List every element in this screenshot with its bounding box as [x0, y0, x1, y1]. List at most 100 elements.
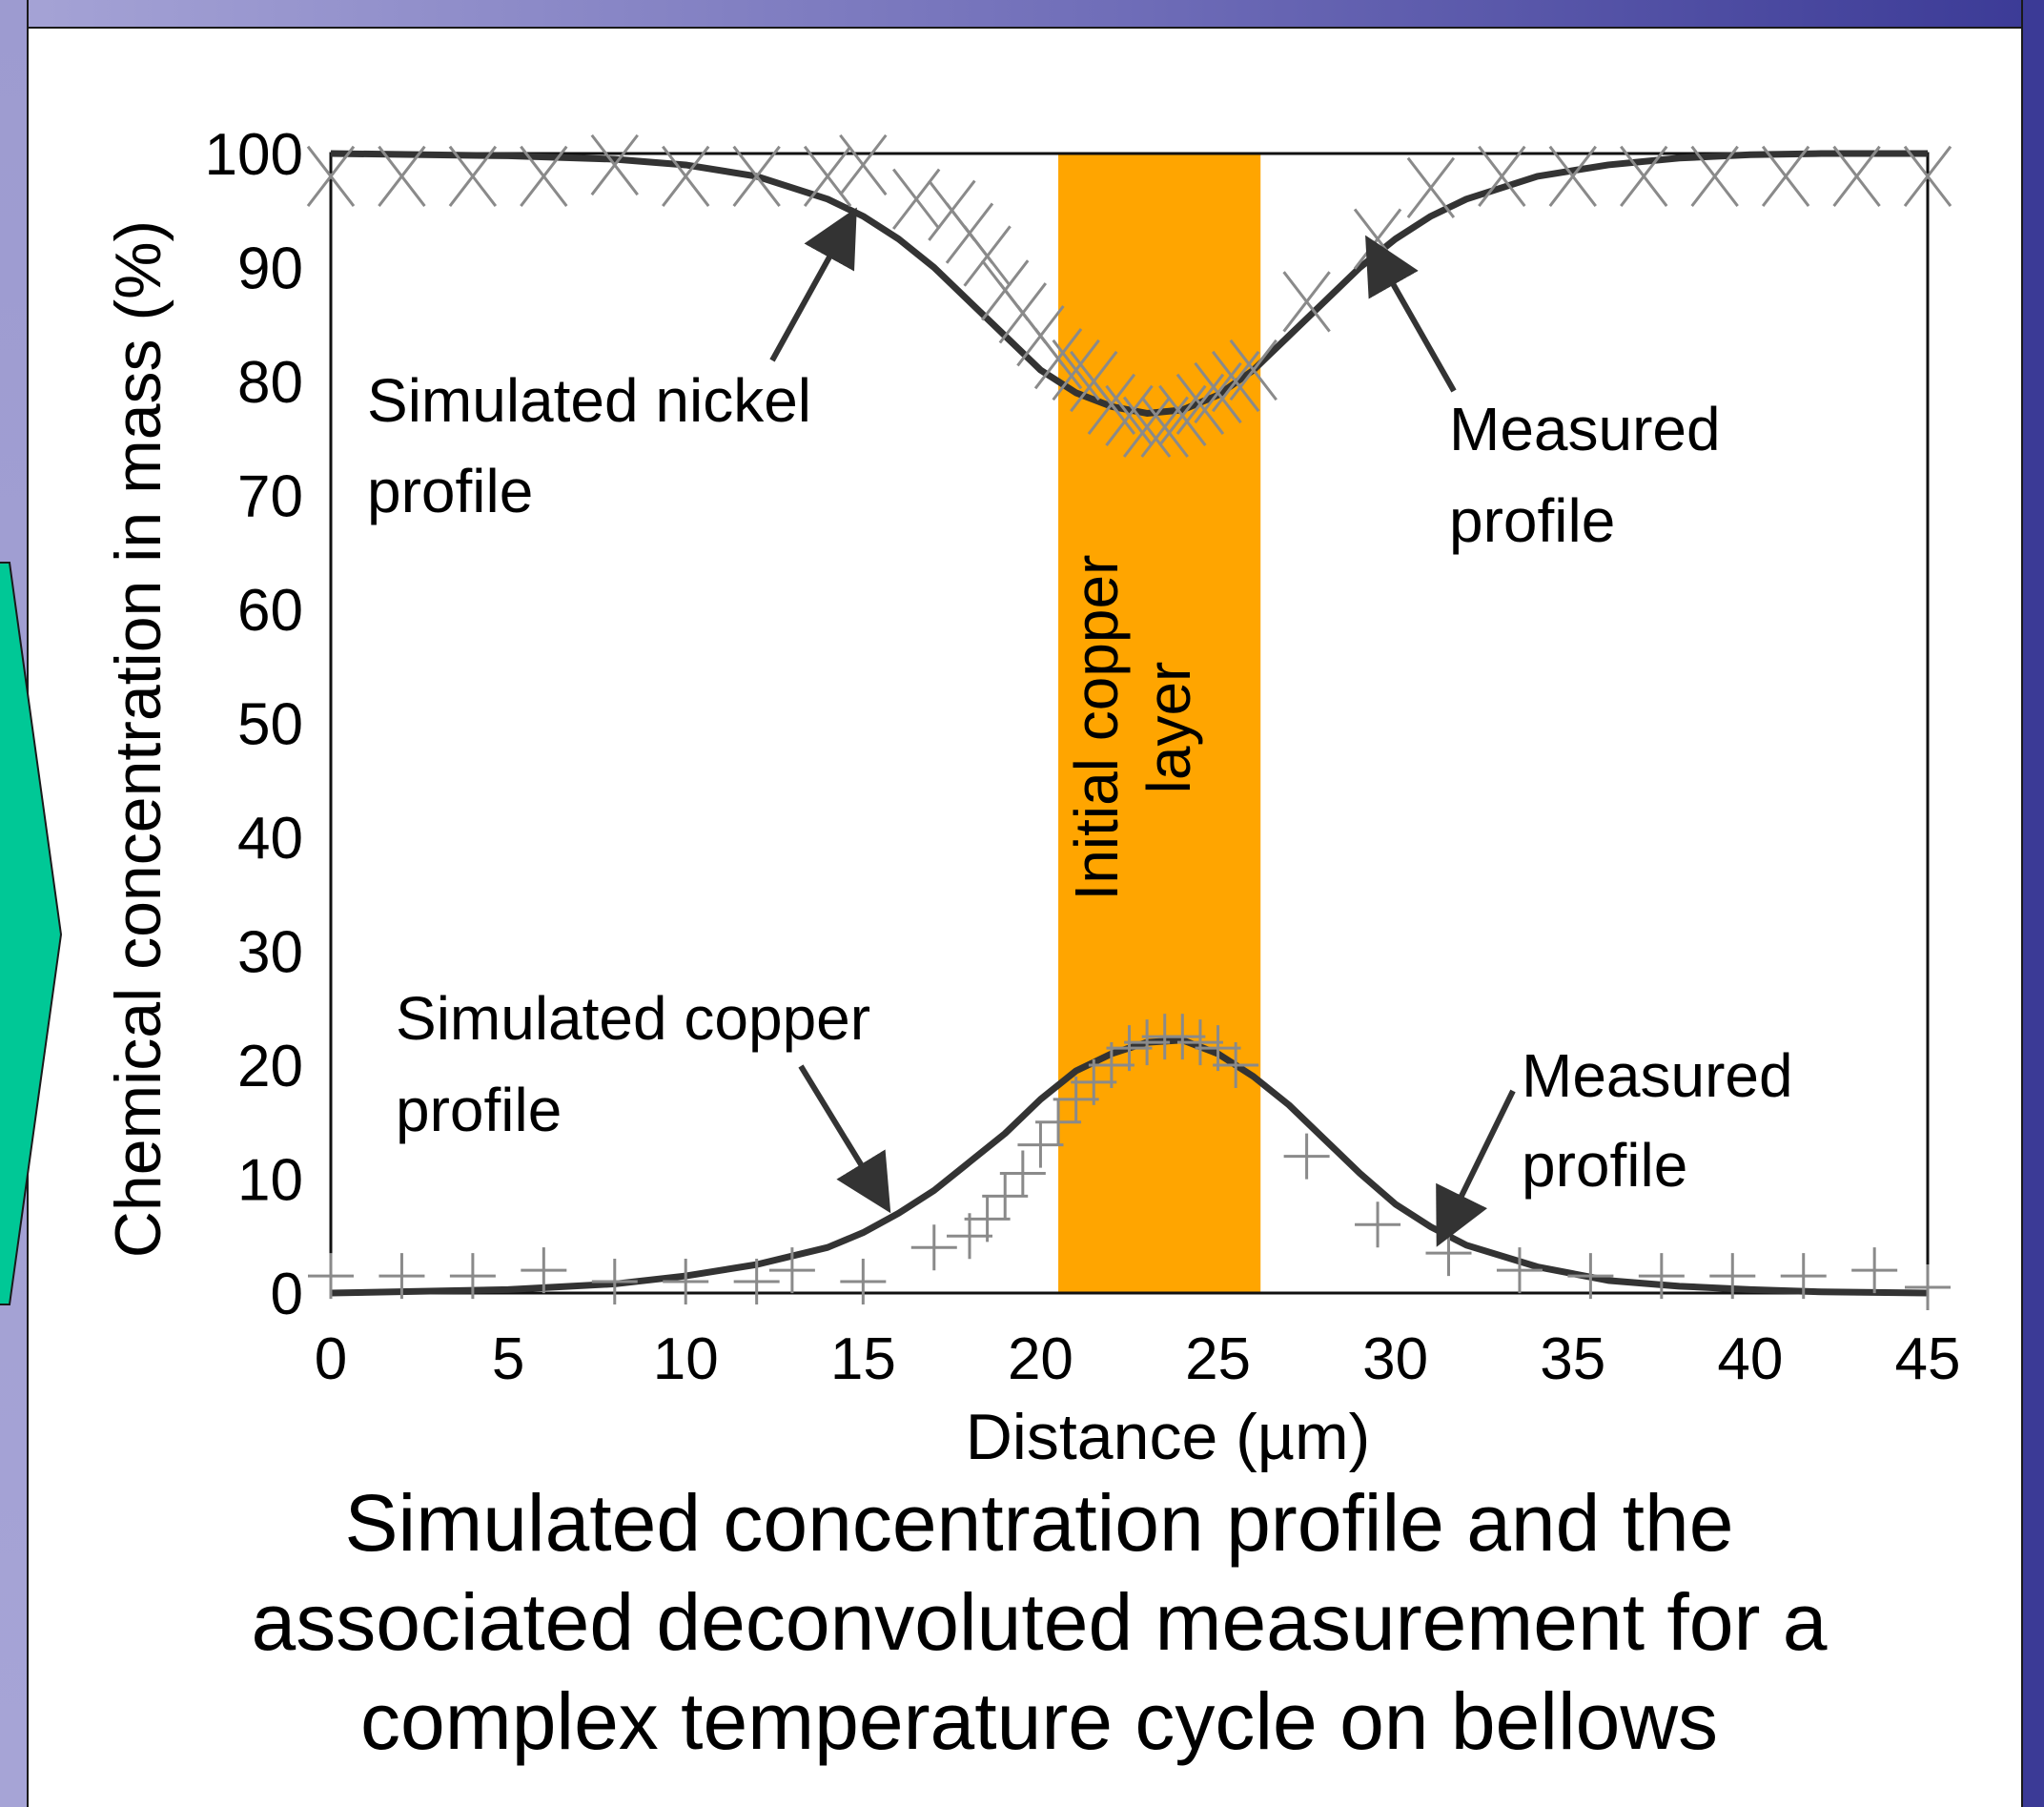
series-3-point-26 [1283, 1133, 1330, 1180]
annotation-meas-nickel-line2: profile [1449, 486, 1615, 555]
series-3-point-9 [910, 1224, 957, 1271]
annotation-sim-nickel-line1: Simulated nickel [367, 366, 811, 435]
y-tick-label-60: 60 [237, 578, 303, 644]
series-1-point-34 [1690, 145, 1739, 208]
x-tick-label-0: 0 [315, 1326, 347, 1392]
series-3-point-30 [1567, 1253, 1614, 1300]
series-3-point-6 [733, 1259, 780, 1305]
series-3-point-14 [1017, 1121, 1064, 1168]
series-3-point-22 [1159, 1014, 1206, 1060]
series-3-point-27 [1355, 1201, 1401, 1248]
chart: 0 5 10 15 20 25 30 35 40 45 0 10 20 30 40 50 60 70 80 90 100… [0, 122, 1961, 1473]
x-tick-label-35: 35 [1540, 1326, 1605, 1392]
series-3-point-15 [1035, 1099, 1082, 1145]
series-1-point-0 [306, 145, 356, 208]
band-label-line2: layer [1134, 662, 1203, 794]
series-line-0 [330, 150, 1928, 417]
x-tick-label-10: 10 [653, 1326, 719, 1392]
y-tick-label-50: 50 [237, 692, 303, 758]
series-1-point-9 [891, 168, 941, 230]
series-1-point-32 [1548, 145, 1597, 208]
green-arrow-shape [0, 562, 63, 1305]
series-1-point-4 [590, 133, 639, 196]
series-1-point-24 [1175, 373, 1225, 436]
series-3-point-1 [378, 1253, 425, 1300]
figure-caption: Simulated concentration profile and the … [57, 1473, 2021, 1771]
series-1-point-28 [1282, 271, 1331, 333]
series-3-point-0 [308, 1253, 354, 1300]
series-1-point-20 [1105, 384, 1154, 446]
x-tick-label-30: 30 [1362, 1326, 1428, 1392]
series-1-point-30 [1406, 156, 1456, 218]
y-axis-label: Chemical concentration in mass (%) [102, 220, 174, 1258]
series-1-point-16 [1033, 327, 1083, 390]
y-tick-label-80: 80 [237, 350, 303, 416]
series-3-point-3 [521, 1247, 567, 1294]
series-layer [306, 133, 1952, 1311]
series-1-point-21 [1122, 396, 1172, 458]
series-1-point-5 [662, 145, 710, 208]
top-decor-band [0, 0, 2044, 29]
series-1-point-27 [1229, 339, 1278, 401]
series-1-point-35 [1761, 145, 1810, 208]
plot-frame [329, 152, 1930, 1295]
series-3-point-34 [1851, 1247, 1898, 1294]
y-tick-label-90: 90 [237, 236, 303, 302]
series-3-point-8 [840, 1259, 887, 1305]
series-1-point-17 [1052, 339, 1100, 401]
series-1-point-25 [1194, 361, 1242, 424]
x-tick-label-20: 20 [1008, 1326, 1073, 1392]
band-label-line1: Initial copper [1062, 555, 1131, 901]
series-1-point-23 [1158, 384, 1207, 446]
y-tick-label-40: 40 [237, 806, 303, 872]
series-1-point-3 [520, 145, 568, 208]
series-3-point-10 [947, 1213, 992, 1260]
annotation-meas-copper-line2: profile [1522, 1131, 1687, 1200]
series-1-point-33 [1620, 145, 1668, 208]
panel-border [29, 27, 2021, 29]
series-3-point-33 [1780, 1253, 1827, 1300]
x-tick-label-45: 45 [1895, 1326, 1961, 1392]
series-3-point-28 [1425, 1230, 1472, 1277]
annotation-arrow-sim-copper [798, 1064, 891, 1214]
x-axis-label: Distance (µm) [966, 1401, 1371, 1473]
series-3-point-7 [768, 1247, 815, 1294]
series-1-point-6 [732, 145, 781, 208]
series-3-point-4 [591, 1259, 638, 1305]
x-tick-label-40: 40 [1717, 1326, 1783, 1392]
series-1-point-12 [963, 225, 1012, 287]
series-3-point-20 [1124, 1019, 1171, 1066]
ticks-layer: 0 5 10 15 20 25 30 35 40 45 0 10 20 30 40 50 60 70 80 90 100 [205, 122, 1961, 1392]
annotation-sim-copper-line2: profile [396, 1076, 562, 1144]
series-1-point-1 [378, 145, 426, 208]
series-3-point-19 [1106, 1025, 1153, 1072]
series-1-point-2 [448, 145, 498, 208]
y-tick-label-100: 100 [205, 122, 303, 188]
y-tick-label-30: 30 [237, 920, 303, 986]
series-1-point-36 [1832, 145, 1881, 208]
series-3-point-31 [1638, 1253, 1685, 1300]
series-3-point-16 [1053, 1076, 1099, 1122]
series-1-point-31 [1478, 145, 1526, 208]
series-1-point-22 [1140, 396, 1189, 458]
series-3-point-17 [1071, 1058, 1117, 1105]
series-3-point-35 [1905, 1264, 1951, 1311]
series-3-point-12 [982, 1173, 1029, 1220]
x-tick-label-5: 5 [492, 1326, 524, 1392]
caption-line-1: Simulated concentration profile and the [344, 1478, 1734, 1568]
series-1-point-7 [803, 145, 852, 208]
y-tick-label-0: 0 [271, 1262, 303, 1327]
y-tick-label-20: 20 [237, 1034, 303, 1099]
series-1-point-37 [1903, 145, 1952, 208]
series-3-point-29 [1496, 1247, 1543, 1294]
annotation-arrow-meas-nickel [1365, 235, 1457, 393]
x-tick-label-25: 25 [1185, 1326, 1251, 1392]
series-1-point-8 [839, 133, 888, 196]
series-3-point-32 [1709, 1253, 1756, 1300]
annotation-sim-nickel-line2: profile [367, 457, 533, 525]
x-tick-label-15: 15 [830, 1326, 896, 1392]
caption-line-3: complex temperature cycle on bellows [360, 1676, 1718, 1766]
annotation-meas-nickel-line1: Measured [1449, 395, 1721, 463]
annotation-meas-copper-line1: Measured [1522, 1041, 1793, 1110]
series-3-point-11 [964, 1196, 1011, 1242]
